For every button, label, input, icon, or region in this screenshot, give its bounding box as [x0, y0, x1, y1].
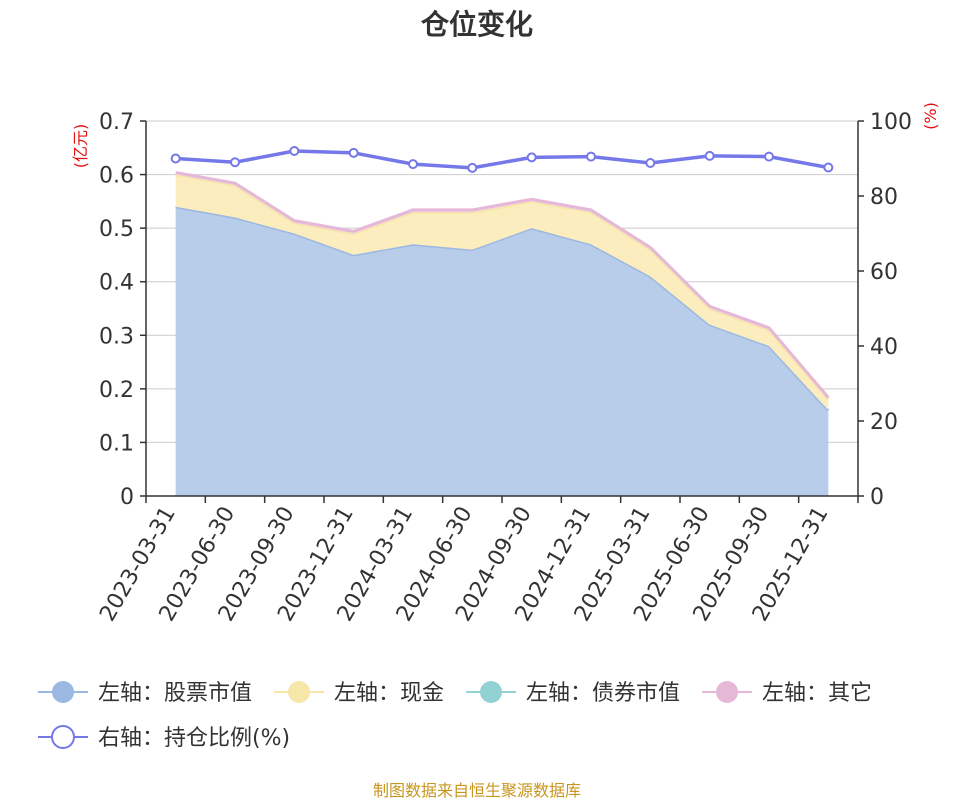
legend-swatch-dot [51, 725, 75, 749]
left-tick-label: 0.6 [99, 164, 134, 189]
right-tick-label: 0 [870, 485, 884, 510]
stacked-areas [175, 170, 830, 496]
left-tick-label: 0.1 [99, 431, 134, 456]
legend-label: 左轴：现金 [334, 681, 444, 706]
data-source-note: 制图数据来自恒生聚源数据库 [373, 781, 581, 800]
ratio-line-path [175, 149, 829, 170]
legend-swatch-dot [716, 681, 739, 703]
right-axis-unit: (%) [921, 102, 940, 130]
right-tick-label: 100 [870, 110, 912, 135]
left-tick-label: 0.5 [99, 217, 134, 242]
left-tick-label: 0.7 [99, 110, 134, 135]
legend-swatch-dot [288, 681, 311, 703]
ratio-point [526, 152, 537, 163]
ratio-point [170, 153, 181, 164]
area-左轴：股票市值 [175, 206, 829, 496]
left-axis-unit: (亿元) [71, 124, 90, 169]
ratio-point [704, 150, 715, 161]
right-tick-label: 80 [870, 185, 898, 210]
left-tick-label: 0 [120, 485, 134, 510]
left-tick-label: 0.3 [99, 324, 134, 349]
legend-swatch-dot [52, 681, 74, 703]
right-tick-label: 20 [870, 410, 898, 435]
ratio-point [467, 162, 478, 173]
area-edge-左轴：其它 [175, 170, 830, 399]
legend-label: 左轴：债券市值 [526, 681, 680, 706]
ratio-point [645, 158, 656, 168]
right-tick-label: 60 [870, 260, 898, 285]
ratio-point [289, 146, 300, 156]
area-左轴：现金 [175, 174, 829, 411]
legend-swatch-dot [480, 681, 503, 703]
ratio-point [823, 162, 834, 173]
left-tick-label: 0.4 [99, 271, 134, 296]
chart-title: 仓位变化 [421, 8, 533, 41]
right-tick-label: 40 [870, 335, 898, 360]
ratio-point [764, 151, 774, 162]
legend-label: 右轴：持仓比例(%) [98, 726, 290, 751]
legend-label: 左轴：股票市值 [98, 681, 252, 706]
ratio-line [170, 146, 834, 173]
ratio-point [230, 157, 240, 168]
ratio-point [348, 147, 359, 158]
legend-label: 左轴：其它 [762, 681, 872, 706]
ratio-point [408, 159, 418, 170]
left-tick-label: 0.2 [99, 378, 134, 403]
ratio-point [586, 151, 596, 162]
